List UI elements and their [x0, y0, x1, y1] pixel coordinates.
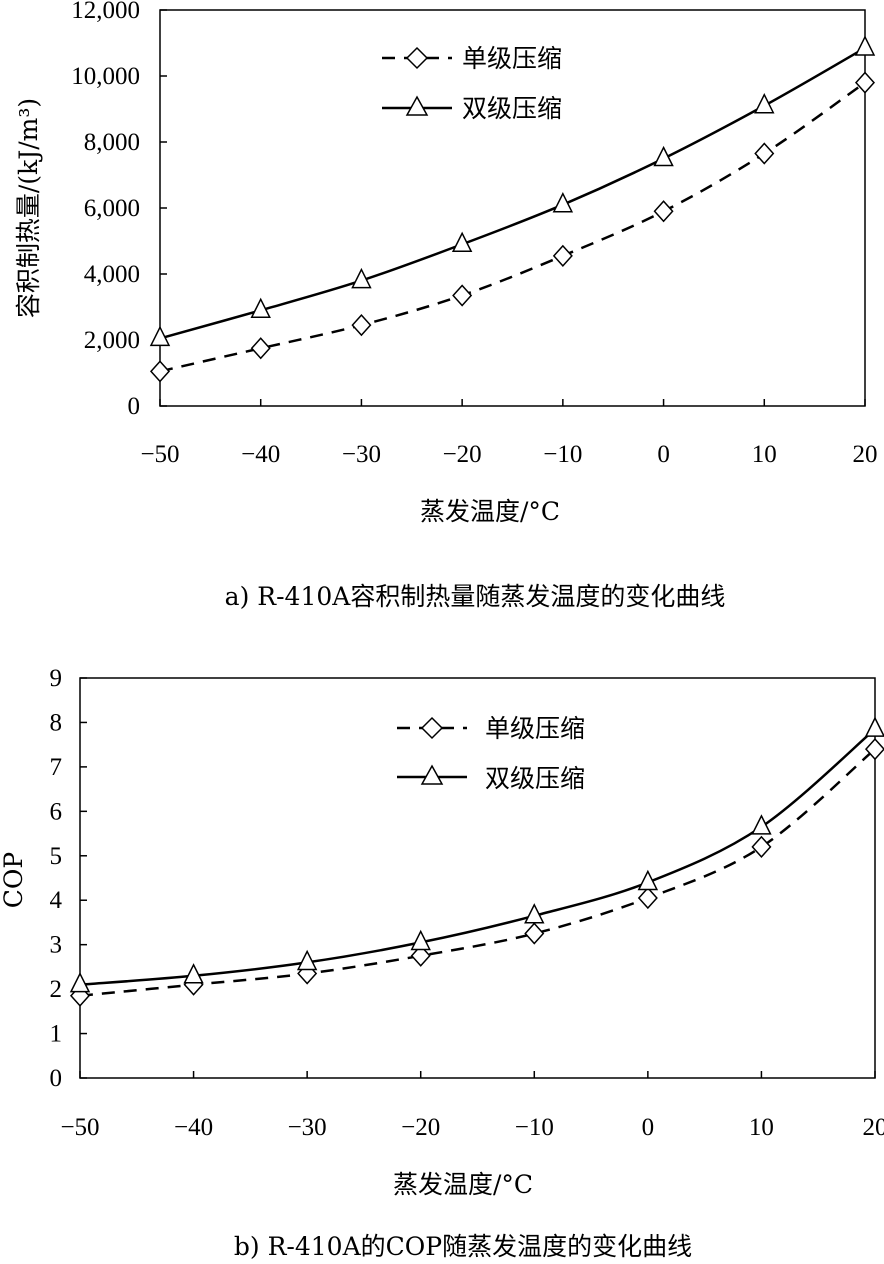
- data-point-diamond: [250, 337, 271, 360]
- data-point-diamond: [854, 71, 876, 94]
- x-tick-labels: −50 −40 −30 −20 −10 0 10 20: [60, 1114, 884, 1141]
- data-point-diamond: [751, 835, 772, 859]
- x-axis-label: 蒸发温度/°C: [393, 1170, 533, 1199]
- x-tick-label: −30: [288, 1114, 327, 1141]
- data-point-diamond: [637, 886, 658, 910]
- series-line-two-stage: [159, 46, 866, 340]
- y-tick-label: 4: [50, 887, 63, 914]
- y-tick-label: 8,000: [84, 129, 140, 156]
- x-tick-label: 0: [642, 1114, 655, 1141]
- data-point-triangle: [149, 325, 171, 347]
- data-point-diamond: [864, 737, 884, 761]
- y-axis-label: COP: [0, 852, 28, 908]
- x-tick-label: 10: [749, 1114, 774, 1141]
- y-tick-label: 7: [50, 754, 63, 781]
- y-tick-labels: 0 2,000 4,000 6,000 8,000 10,000 12,000: [71, 0, 140, 420]
- data-point-triangle: [524, 903, 545, 924]
- data-point-triangle: [69, 971, 91, 993]
- x-tick-label: −40: [241, 441, 280, 468]
- x-tick-label: 20: [853, 441, 878, 468]
- data-point-diamond: [351, 314, 372, 337]
- y-tick-label: 0: [50, 1065, 63, 1092]
- legend-label-double: 双级压缩: [485, 764, 585, 793]
- chart-caption: a) R-410A容积制热量随蒸发温度的变化曲线: [225, 582, 726, 611]
- x-tick-labels: −50 −40 −30 −20 −10 0 10 20: [140, 441, 877, 468]
- data-point-triangle: [351, 267, 372, 289]
- y-tick-label: 9: [50, 665, 63, 692]
- legend-label-single: 单级压缩: [462, 44, 562, 73]
- data-point-triangle: [637, 869, 659, 891]
- data-point-triangle: [250, 297, 271, 319]
- x-tick-label: −20: [401, 1114, 440, 1141]
- y-axis-label: 容积制热量/(kJ/m³): [14, 98, 43, 318]
- y-tick-label: 0: [128, 393, 141, 420]
- data-point-diamond: [653, 200, 674, 223]
- x-tick-label: −30: [342, 441, 381, 468]
- data-point-triangle: [552, 192, 574, 213]
- series-group: [149, 35, 876, 383]
- x-tick-label: 20: [863, 1114, 884, 1141]
- chart-a: 0 2,000 4,000 6,000 8,000 10,000 12,000 −50 −40…: [14, 0, 878, 611]
- x-tick-label: 10: [752, 441, 777, 468]
- y-tick-label: 2,000: [84, 327, 140, 354]
- data-point-triangle: [183, 963, 204, 984]
- series-line-single-stage: [159, 81, 866, 373]
- data-point-diamond: [524, 922, 545, 945]
- data-point-triangle: [751, 814, 772, 835]
- axis-ticks: [159, 9, 866, 407]
- y-tick-label: 2: [50, 976, 63, 1003]
- data-point-triangle: [754, 93, 775, 114]
- legend-marker-diamond: [420, 716, 444, 740]
- y-tick-label: 4,000: [84, 261, 140, 288]
- data-point-triangle: [864, 716, 884, 737]
- data-point-diamond: [552, 244, 573, 267]
- legend-label-double: 双级压缩: [462, 94, 562, 123]
- data-point-triangle: [854, 35, 876, 56]
- data-point-triangle: [451, 231, 473, 253]
- x-tick-label: −10: [543, 441, 582, 468]
- x-tick-label: −50: [60, 1114, 99, 1141]
- legend-label-single: 单级压缩: [485, 714, 585, 743]
- chart-b: 0 1 2 3 4 5 6 7 8 9 −50 −40 −30 −20 −10 0 10 20 COP 蒸发温度…: [0, 665, 884, 1261]
- legend-marker-triangle: [420, 764, 444, 785]
- y-tick-label: 8: [50, 709, 63, 736]
- plot-frame: [79, 677, 876, 1079]
- series-line-single-stage: [79, 748, 876, 998]
- data-point-triangle: [653, 145, 674, 167]
- y-tick-label: 6,000: [84, 195, 140, 222]
- chart-caption: b) R-410A的COP随蒸发温度的变化曲线: [234, 1232, 692, 1261]
- y-tick-label: 1: [50, 1021, 63, 1048]
- x-tick-label: −50: [140, 441, 179, 468]
- data-point-diamond: [410, 944, 431, 967]
- data-point-diamond: [754, 142, 775, 165]
- x-axis-label: 蒸发温度/°C: [420, 497, 560, 526]
- y-tick-labels: 0 1 2 3 4 5 6 7 8 9: [50, 665, 63, 1092]
- x-tick-label: −20: [443, 441, 482, 468]
- x-tick-label: −40: [174, 1114, 213, 1141]
- x-tick-label: −10: [515, 1114, 554, 1141]
- data-point-diamond: [149, 360, 171, 383]
- data-point-triangle: [296, 949, 318, 971]
- legend: 单级压缩 双级压缩: [382, 44, 562, 123]
- y-tick-label: 6: [50, 798, 63, 825]
- series-group: [69, 716, 884, 1007]
- y-tick-label: 5: [50, 843, 63, 870]
- x-tick-label: 0: [657, 441, 670, 468]
- data-point-triangle: [410, 929, 431, 951]
- y-tick-label: 3: [50, 932, 63, 959]
- data-point-diamond: [452, 284, 473, 307]
- legend-marker-diamond: [405, 46, 429, 70]
- y-tick-label: 10,000: [71, 63, 140, 90]
- legend-marker-triangle: [405, 95, 429, 116]
- legend: 单级压缩 双级压缩: [397, 714, 585, 793]
- axis-ticks: [79, 677, 876, 1079]
- y-tick-label: 12,000: [71, 0, 140, 24]
